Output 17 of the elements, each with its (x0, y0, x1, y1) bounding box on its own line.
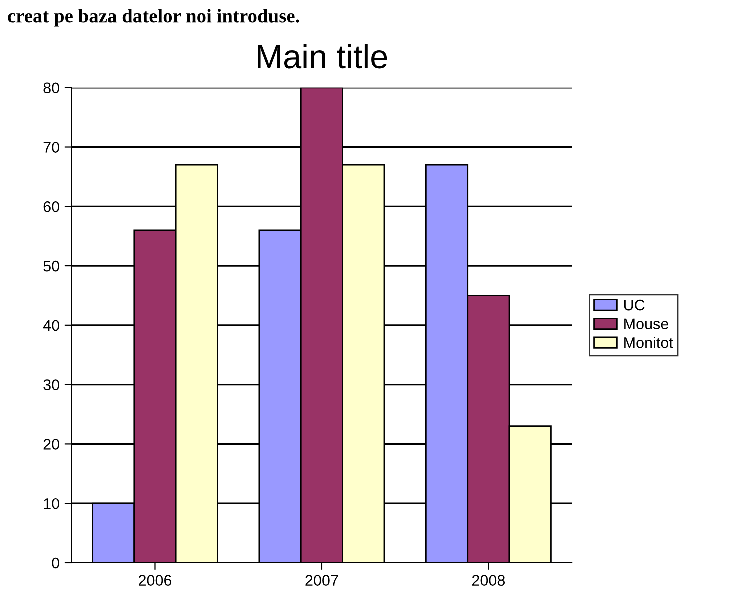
y-tick-label: 20 (44, 439, 60, 450)
y-tick-label: 40 (43, 320, 60, 332)
y-tick-label: 60 (44, 202, 60, 212)
y-tick-label: 30 (44, 380, 60, 390)
y-tick-label: 70 (44, 142, 60, 153)
text: creat pe baza datelor noi introduse. (8, 9, 300, 27)
legend-label: Mouse (624, 318, 668, 330)
x-tick-label: 2007 (306, 575, 338, 586)
y-tick-label: 50 (44, 260, 60, 272)
y-tick-label: 80 (44, 82, 60, 94)
x-tick-label: 2006 (139, 575, 172, 586)
y-tick-label: 0 (52, 558, 60, 569)
legend-label: Monitot (624, 337, 674, 348)
x-tick-label: 2008 (472, 575, 506, 586)
chart-title: Main title (258, 44, 388, 69)
y-tick-label: 10 (44, 498, 60, 510)
legend-label: UC (624, 300, 645, 311)
